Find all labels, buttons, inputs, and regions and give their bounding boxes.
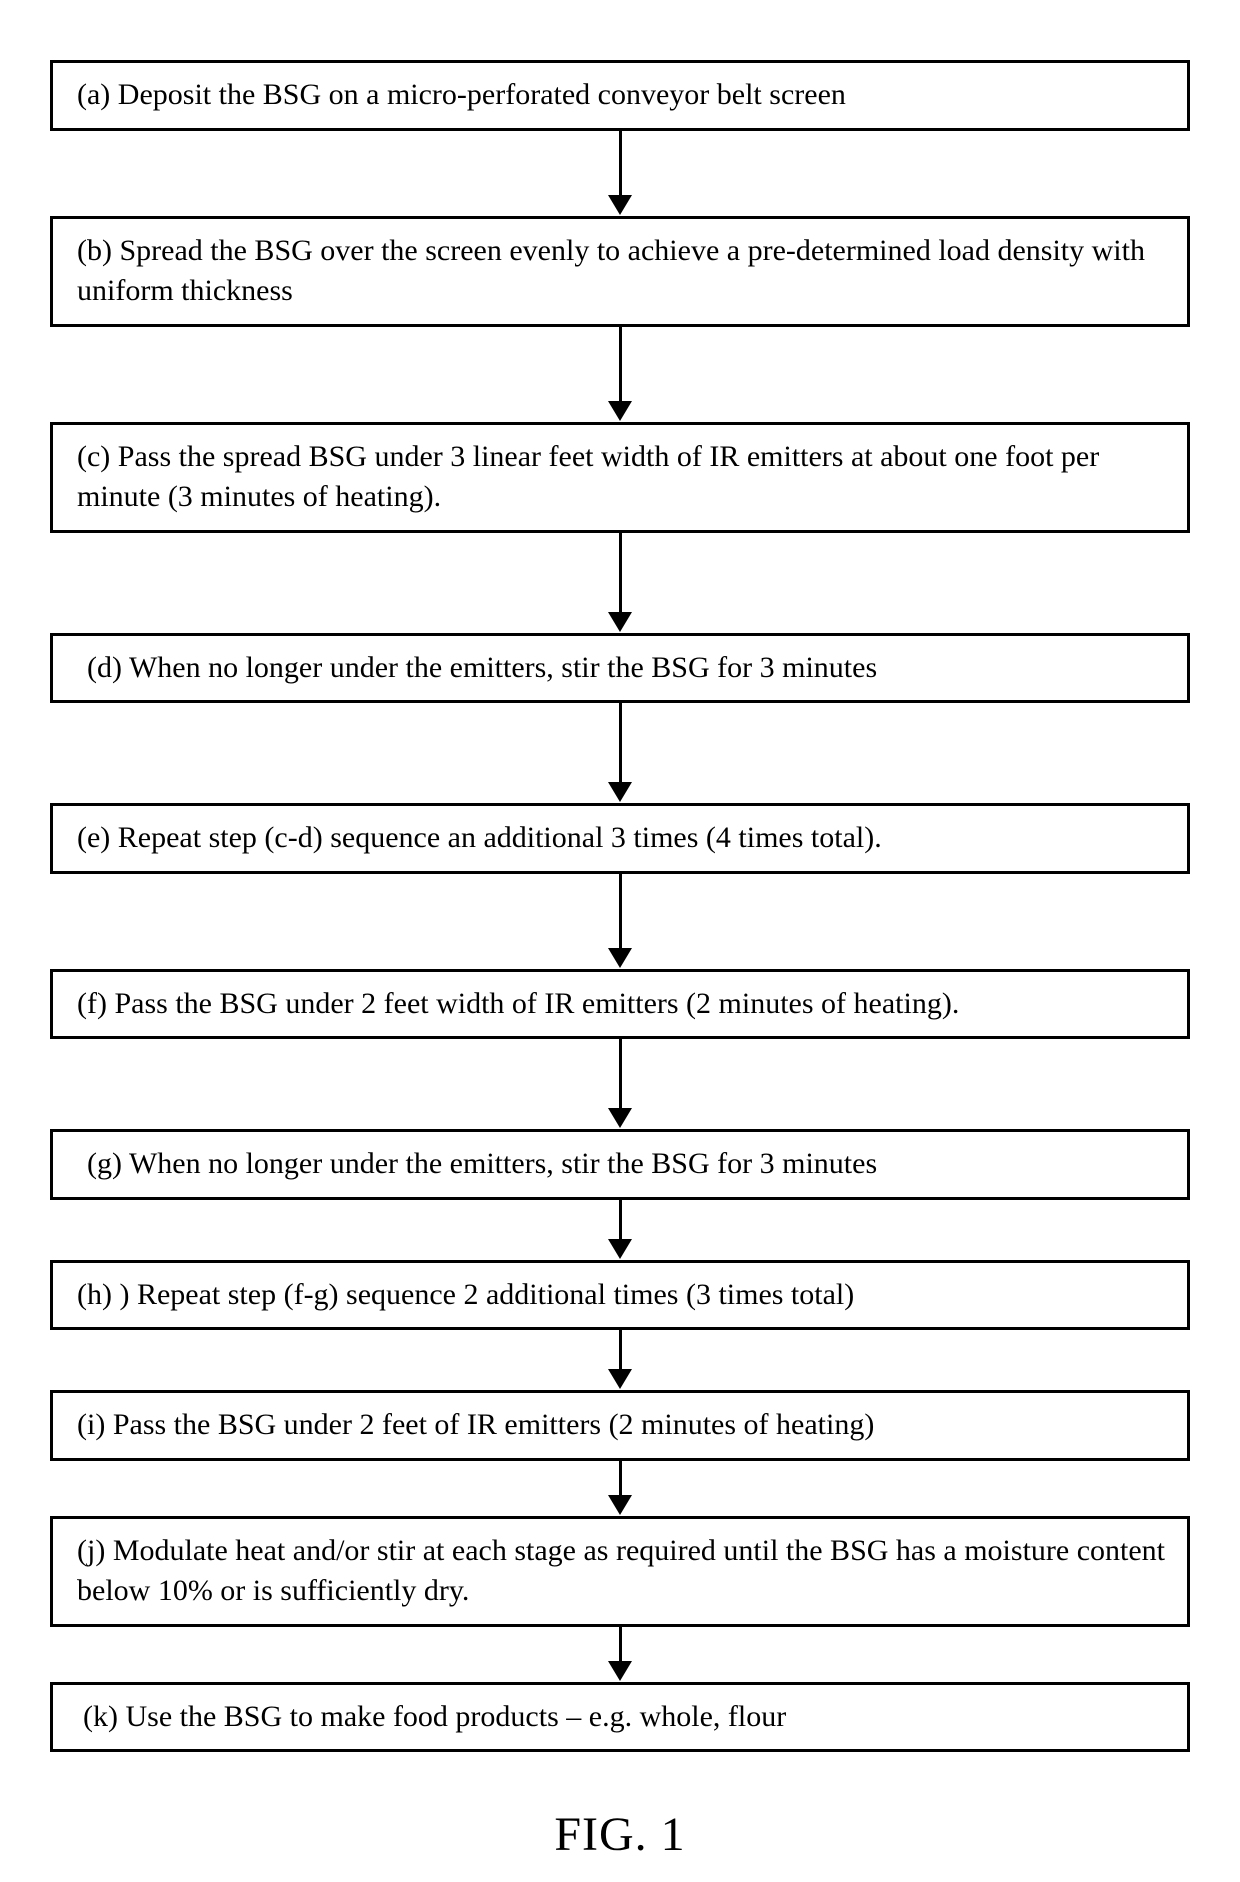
flow-node-f: (f) Pass the BSG under 2 feet width of I…	[50, 969, 1190, 1040]
flow-arrow	[608, 1039, 632, 1129]
arrow-shaft	[619, 131, 622, 196]
arrow-head-icon	[608, 782, 632, 802]
flow-node-text: (d) When no longer under the emitters, s…	[53, 636, 1187, 701]
arrow-shaft	[619, 1200, 622, 1240]
flow-arrow	[608, 703, 632, 803]
flow-node-text: (h) ) Repeat step (f-g) sequence 2 addit…	[53, 1263, 1187, 1328]
arrow-head-icon	[608, 195, 632, 215]
arrow-shaft	[619, 874, 622, 949]
flow-node-text: (i) Pass the BSG under 2 feet of IR emit…	[53, 1393, 1187, 1458]
figure-caption: FIG. 1	[50, 1807, 1190, 1862]
flow-node-text: (e) Repeat step (c-d) sequence an additi…	[53, 806, 1187, 871]
flow-node-text: (k) Use the BSG to make food products – …	[53, 1685, 1187, 1750]
arrow-shaft	[619, 533, 622, 613]
flow-node-e: (e) Repeat step (c-d) sequence an additi…	[50, 803, 1190, 874]
arrow-shaft	[619, 1461, 622, 1496]
flow-node-d: (d) When no longer under the emitters, s…	[50, 633, 1190, 704]
flow-node-k: (k) Use the BSG to make food products – …	[50, 1682, 1190, 1753]
flow-node-text: (b) Spread the BSG over the screen evenl…	[53, 219, 1187, 324]
flow-arrow	[608, 131, 632, 216]
arrow-head-icon	[608, 1108, 632, 1128]
flow-node-text: (g) When no longer under the emitters, s…	[53, 1132, 1187, 1197]
arrow-head-icon	[608, 1495, 632, 1515]
flow-node-text: (c) Pass the spread BSG under 3 linear f…	[53, 425, 1187, 530]
flow-node-a: (a) Deposit the BSG on a micro-perforate…	[50, 60, 1190, 131]
arrow-shaft	[619, 1330, 622, 1370]
flow-node-text: (f) Pass the BSG under 2 feet width of I…	[53, 972, 1187, 1037]
arrow-head-icon	[608, 401, 632, 421]
arrow-head-icon	[608, 1661, 632, 1681]
page: (a) Deposit the BSG on a micro-perforate…	[0, 0, 1240, 1882]
arrow-shaft	[619, 327, 622, 402]
flow-arrow	[608, 533, 632, 633]
flow-node-g: (g) When no longer under the emitters, s…	[50, 1129, 1190, 1200]
flow-arrow	[608, 1627, 632, 1682]
flow-node-j: (j) Modulate heat and/or stir at each st…	[50, 1516, 1190, 1627]
arrow-shaft	[619, 703, 622, 783]
flowchart: (a) Deposit the BSG on a micro-perforate…	[50, 60, 1190, 1752]
arrow-head-icon	[608, 1369, 632, 1389]
flow-node-b: (b) Spread the BSG over the screen evenl…	[50, 216, 1190, 327]
flow-node-text: (j) Modulate heat and/or stir at each st…	[53, 1519, 1187, 1624]
flow-arrow	[608, 874, 632, 969]
flow-node-h: (h) ) Repeat step (f-g) sequence 2 addit…	[50, 1260, 1190, 1331]
arrow-head-icon	[608, 948, 632, 968]
flow-node-c: (c) Pass the spread BSG under 3 linear f…	[50, 422, 1190, 533]
flow-arrow	[608, 1200, 632, 1260]
arrow-head-icon	[608, 1239, 632, 1259]
arrow-shaft	[619, 1627, 622, 1662]
flow-arrow	[608, 1461, 632, 1516]
flow-arrow	[608, 1330, 632, 1390]
arrow-shaft	[619, 1039, 622, 1109]
flow-node-i: (i) Pass the BSG under 2 feet of IR emit…	[50, 1390, 1190, 1461]
flow-node-text: (a) Deposit the BSG on a micro-perforate…	[53, 63, 1187, 128]
arrow-head-icon	[608, 612, 632, 632]
flow-arrow	[608, 327, 632, 422]
